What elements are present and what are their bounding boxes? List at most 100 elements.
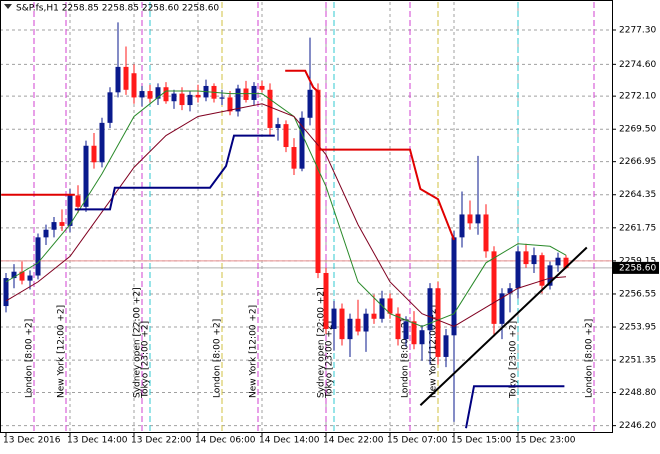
- y-tick-label: 2256.55: [619, 289, 656, 299]
- candle-body: [139, 91, 145, 98]
- candle-body: [347, 318, 353, 340]
- candle-body: [107, 92, 113, 123]
- candle-body: [3, 278, 9, 307]
- x-tick-label: 14 Dec 06:00: [195, 436, 256, 446]
- candle-body: [43, 229, 49, 238]
- candle-body: [547, 265, 553, 286]
- candle-body: [147, 91, 153, 99]
- candle-body: [379, 298, 385, 319]
- candle-body: [403, 321, 409, 340]
- indicator-line: [285, 69, 455, 241]
- candle-body: [531, 255, 537, 265]
- x-tick-label: 13 Dec 14:00: [67, 436, 128, 446]
- session-label: Tokyo [23:00 +2]: [141, 321, 151, 399]
- candle-body: [331, 308, 337, 329]
- chart-title: S&P.fs,H1 2258.85 2258.85 2258.60 2258.6…: [16, 4, 219, 14]
- candle-body: [243, 88, 249, 100]
- session-layer: London [8:00 +2] New York [12:00 +2] Sydne…: [25, 2, 595, 432]
- candle-body: [355, 318, 361, 332]
- candle-body: [443, 335, 449, 357]
- candle-body: [411, 321, 417, 345]
- candle-body: [123, 66, 129, 90]
- candle-body: [195, 94, 201, 98]
- candle-body: [91, 145, 97, 163]
- candle-body: [539, 255, 545, 286]
- candle-body: [323, 272, 329, 329]
- candle-body: [307, 89, 313, 118]
- candle-body: [283, 124, 289, 148]
- x-tick-label: 15 Dec 23:00: [515, 436, 576, 446]
- candle-body: [555, 257, 561, 266]
- session-label: New York [12:00 +2]: [249, 305, 259, 398]
- session-label: Sydney open [22:00 +2]: [133, 287, 143, 398]
- candle-body: [387, 298, 393, 314]
- candle-body: [339, 308, 345, 340]
- candle-body: [171, 93, 177, 102]
- candle-body: [275, 124, 281, 128]
- x-tick-label: 13 Dec 2016: [3, 436, 61, 446]
- y-tick-label: 2274.60: [619, 60, 656, 70]
- candle-body: [115, 66, 121, 93]
- candle-body: [483, 214, 489, 252]
- candle-body: [499, 293, 505, 324]
- candle-body: [259, 85, 265, 90]
- candle-body: [291, 147, 297, 169]
- candle-body: [75, 195, 81, 207]
- x-tick-label: 14 Dec 22:00: [323, 436, 384, 446]
- indicator-line: [74, 134, 275, 211]
- candle-body: [267, 89, 273, 128]
- candle-body: [155, 87, 161, 99]
- candle-body: [59, 222, 65, 226]
- indicator-line: [465, 385, 565, 429]
- x-tick-label: 15 Dec 15:00: [451, 436, 512, 446]
- candle-body: [427, 288, 433, 331]
- candle-body: [299, 117, 305, 169]
- y-tick-label: 2251.35: [619, 356, 656, 366]
- x-tick-label: 13 Dec 22:00: [131, 436, 192, 446]
- candle-layer: [3, 22, 569, 422]
- x-tick-label: 14 Dec 14:00: [259, 436, 320, 446]
- session-label: New York [12:00 +2]: [429, 305, 439, 398]
- candle-body: [395, 313, 401, 340]
- candle-body: [179, 93, 185, 106]
- session-label: Tokyo [23:00 +2]: [325, 321, 335, 399]
- candle-body: [163, 87, 169, 102]
- candle-body: [475, 214, 481, 224]
- plot-frame: [0, 0, 613, 433]
- candle-body: [451, 237, 457, 336]
- session-label: London [8:00 +2]: [25, 319, 35, 398]
- candle-body: [27, 275, 33, 281]
- candle-body: [523, 251, 529, 265]
- candle-body: [187, 94, 193, 106]
- candle-body: [315, 89, 321, 273]
- candle-body: [51, 222, 57, 230]
- candle-body: [235, 88, 241, 112]
- price-box: [613, 261, 659, 274]
- y-tick-label: 2248.80: [619, 388, 656, 398]
- axis-layer: 2277.30 2274.60 2272.10 2269.50 2266.95 2264.…: [3, 25, 659, 446]
- session-label: London [8:00 +2]: [401, 319, 411, 398]
- candle-body: [507, 288, 513, 294]
- candle-body: [219, 97, 225, 99]
- y-tick-label: 2259.15: [619, 256, 656, 266]
- candle-body: [251, 85, 257, 100]
- x-tick-label: 15 Dec 07:00: [387, 436, 448, 446]
- y-tick-label: 2261.75: [619, 223, 656, 233]
- session-label: London [8:00 +2]: [585, 319, 595, 398]
- price-box-label: 2258.60: [619, 263, 656, 273]
- candle-body: [19, 271, 25, 281]
- candle-body: [467, 214, 473, 224]
- indicator-line: [419, 246, 588, 407]
- overlay-layer: [1, 69, 588, 429]
- session-label: New York [12:00 +2]: [57, 305, 67, 398]
- y-tick-label: 2266.95: [619, 157, 656, 167]
- y-tick-label: 2246.20: [619, 421, 656, 431]
- y-tick-label: 2264.35: [619, 190, 656, 200]
- candle-body: [227, 97, 233, 112]
- candle-body: [131, 73, 137, 98]
- session-label: London [8:00 +2]: [213, 319, 223, 398]
- candle-body: [563, 257, 569, 268]
- candle-body: [435, 288, 441, 357]
